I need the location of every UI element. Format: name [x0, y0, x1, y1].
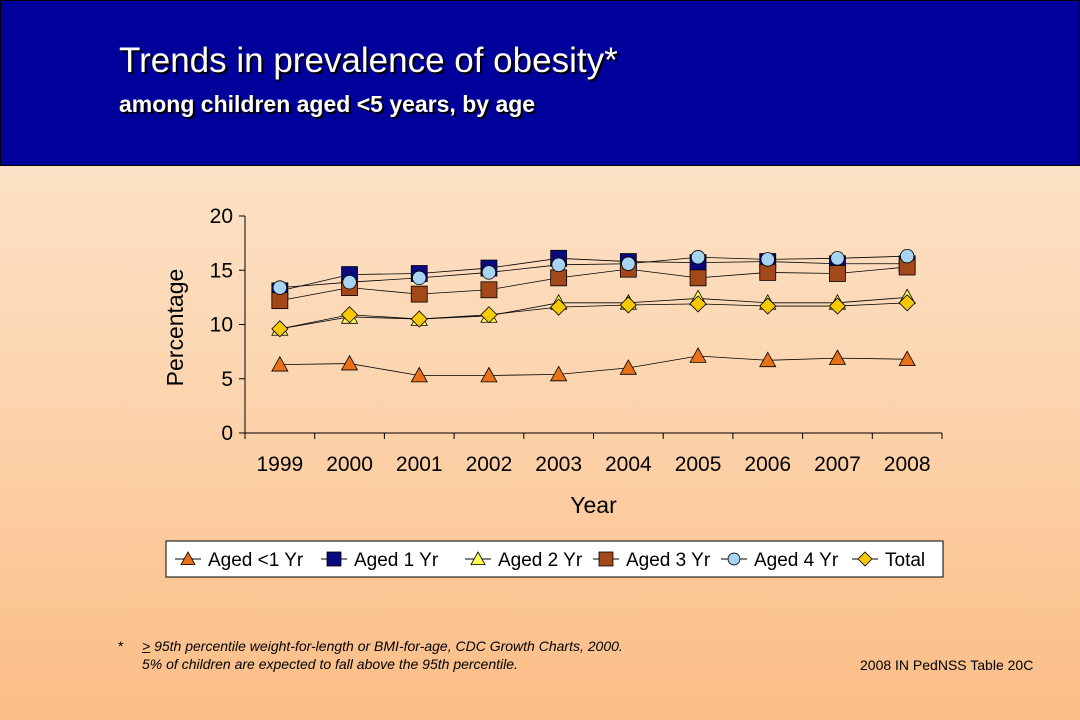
legend-label-aged-1-yr: Aged <1 Yr [208, 550, 304, 571]
data-point-aged-1-yr [898, 350, 916, 367]
data-point-aged-4-yr [830, 251, 845, 266]
legend-marker-aged-2-yr [470, 551, 486, 565]
page-title: Trends in prevalence of obesity* [119, 41, 618, 80]
legend-label-total: Total [885, 550, 925, 571]
x-tick-label: 2006 [744, 453, 791, 476]
data-point-aged-3-yr [759, 264, 777, 281]
legend-label-aged-3-yr: Aged 3 Yr [626, 550, 711, 571]
series-line-total [279, 302, 908, 330]
series-line-aged-1-yr [279, 257, 908, 292]
x-tick-label: 2001 [396, 453, 443, 476]
data-point-total [271, 320, 289, 338]
legend-label-aged-4-yr: Aged 4 Yr [754, 550, 839, 571]
data-point-aged-4-yr [690, 250, 706, 265]
data-point-aged-1-yr [549, 365, 568, 382]
header-banner: Trends in prevalence of obesity* among c… [0, 0, 1080, 166]
data-point-total [689, 295, 707, 313]
data-point-aged-4-yr [481, 265, 497, 280]
legend-marker-aged-3-yr [598, 551, 614, 567]
series-line-aged-3-yr [279, 266, 908, 302]
data-point-total [898, 294, 916, 312]
data-point-total [759, 297, 777, 315]
x-tick-label: 1999 [256, 453, 303, 476]
data-point-total [828, 297, 847, 315]
footnote-line-1: > 95th percentile weight-for-length or B… [142, 637, 623, 655]
data-point-aged-4-yr [272, 280, 288, 295]
legend-marker-total [857, 551, 873, 567]
data-point-aged-4-yr [899, 248, 915, 264]
x-tick-label: 2008 [884, 453, 931, 476]
data-point-aged-1-yr [480, 366, 498, 383]
data-point-aged-3-yr [271, 292, 289, 310]
legend-marker-aged-1-yr [180, 551, 196, 565]
data-point-aged-1-yr [828, 349, 847, 365]
data-point-aged-1-yr [619, 359, 638, 375]
footnote-ge-symbol: > [142, 638, 151, 654]
data-point-aged-4-yr [342, 274, 357, 290]
legend-marker-aged-1-yr [326, 551, 342, 567]
data-point-aged-4-yr [621, 256, 636, 271]
data-point-total [480, 306, 498, 324]
source-note: 2008 IN PedNSS Table 20C [860, 657, 1034, 673]
data-point-aged-4-yr [412, 270, 427, 286]
footnote-line-1-text: 95th percentile weight-for-length or BMI… [150, 638, 623, 654]
data-point-aged-1-yr [689, 347, 707, 363]
y-tick-label: 0 [221, 422, 233, 445]
data-point-aged-3-yr [829, 265, 846, 282]
x-tick-label: 2007 [814, 453, 861, 476]
legend-box [165, 540, 944, 578]
data-point-aged-3-yr [689, 269, 707, 287]
y-tick-label: 15 [210, 259, 233, 282]
footnote-line-2: 5% of children are expected to fall abov… [142, 656, 518, 672]
series-line-aged-2-yr [279, 296, 908, 330]
data-point-total [550, 298, 568, 316]
page-subtitle: among children aged <5 years, by age [119, 91, 536, 117]
data-point-aged-1-yr [271, 355, 289, 372]
y-tick-label: 10 [210, 314, 233, 337]
x-axis-title: Year [570, 492, 617, 518]
data-point-aged-1-yr [759, 351, 777, 368]
data-point-aged-3-yr [480, 281, 498, 299]
data-point-total [619, 296, 637, 314]
data-point-aged-4-yr [760, 252, 775, 267]
data-point-aged-1-yr [410, 366, 428, 383]
x-tick-label: 2000 [326, 453, 373, 476]
footnote-symbol: * [118, 638, 124, 654]
data-point-total [340, 306, 359, 324]
data-point-aged-3-yr [410, 285, 428, 303]
legend-marker-aged-4-yr [727, 552, 741, 566]
x-tick-label: 2002 [466, 453, 513, 476]
legend-label-aged-2-yr: Aged 2 Yr [498, 550, 583, 571]
y-axis-title: Percentage [162, 269, 188, 387]
series-line-aged-1-yr [279, 355, 908, 376]
data-point-aged-1-yr [340, 354, 359, 371]
legend-label-aged-1-yr: Aged 1 Yr [354, 550, 439, 571]
data-point-aged-3-yr [550, 269, 568, 287]
data-point-total [410, 310, 428, 328]
x-tick-label: 2003 [535, 453, 582, 476]
data-point-aged-4-yr [551, 257, 566, 273]
x-tick-label: 2004 [605, 453, 652, 476]
y-tick-label: 5 [221, 368, 233, 391]
y-tick-label: 20 [210, 205, 233, 228]
series-line-aged-4-yr [279, 255, 908, 289]
x-tick-label: 2005 [675, 453, 722, 476]
